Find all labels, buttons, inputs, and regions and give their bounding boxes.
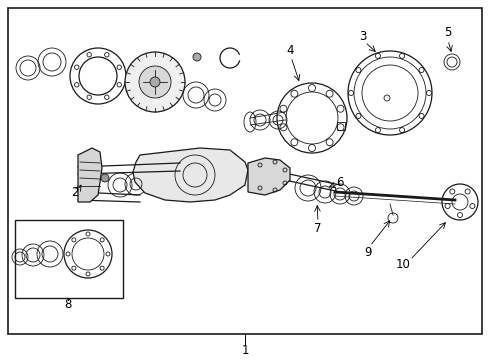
Text: 9: 9 (364, 246, 372, 258)
Circle shape (150, 77, 160, 87)
Text: 8: 8 (64, 298, 72, 311)
Polygon shape (78, 148, 102, 202)
Text: 10: 10 (395, 258, 411, 271)
Text: 3: 3 (359, 30, 367, 42)
Bar (15, 220, 123, 298)
Polygon shape (133, 148, 248, 202)
Text: 5: 5 (444, 27, 452, 40)
Circle shape (101, 174, 109, 182)
Text: 6: 6 (336, 176, 344, 189)
Circle shape (193, 53, 201, 61)
Text: 1: 1 (241, 343, 249, 356)
Text: 7: 7 (314, 221, 322, 234)
Text: 4: 4 (286, 44, 294, 57)
Text: 2: 2 (71, 185, 79, 198)
Circle shape (125, 52, 185, 112)
Circle shape (139, 66, 171, 98)
Bar (337, 122, 345, 130)
Polygon shape (248, 158, 290, 195)
